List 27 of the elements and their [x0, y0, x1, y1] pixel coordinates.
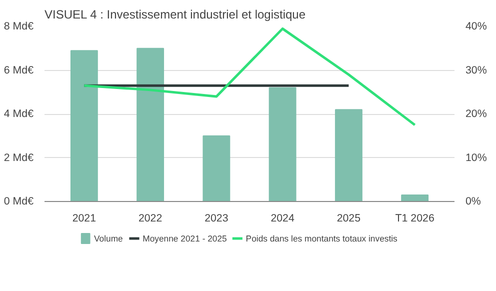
y-tick-label: 4 Md€ [4, 108, 34, 120]
legend-label: Moyenne 2021 - 2025 [142, 234, 228, 244]
x-tick-label: 2021 [72, 212, 96, 224]
y-tick-label: 6 Md€ [4, 64, 34, 76]
x-tick-label: 2022 [138, 212, 162, 224]
bar [268, 87, 296, 202]
bar [136, 48, 164, 202]
y2-tick-label: 0% [466, 196, 482, 208]
x-tick-label: 2024 [270, 212, 294, 224]
y2-tick-label: 30% [466, 64, 488, 76]
y2-tick-label: 20% [466, 108, 488, 120]
bar [70, 50, 98, 202]
legend-label: Volume [94, 234, 124, 244]
line-series [82, 27, 416, 126]
x-tick-label: 2023 [204, 212, 228, 224]
x-tick-label: 2025 [336, 212, 361, 224]
y-tick-label: 2 Md€ [4, 152, 34, 164]
y2-tick-label: 40% [466, 20, 488, 32]
bar [202, 135, 230, 202]
chart-title: VISUEL 4 : Investissement industriel et logistique [44, 8, 306, 22]
x-tick-label: T1 2026 [395, 212, 434, 224]
bar [401, 194, 429, 202]
bar [334, 109, 362, 202]
y-tick-label: 0 Md€ [4, 196, 34, 208]
legend-label: Poids dans les montants totaux investis [246, 234, 398, 244]
y2-tick-label: 10% [466, 152, 488, 164]
y-tick-label: 8 Md€ [4, 20, 34, 32]
